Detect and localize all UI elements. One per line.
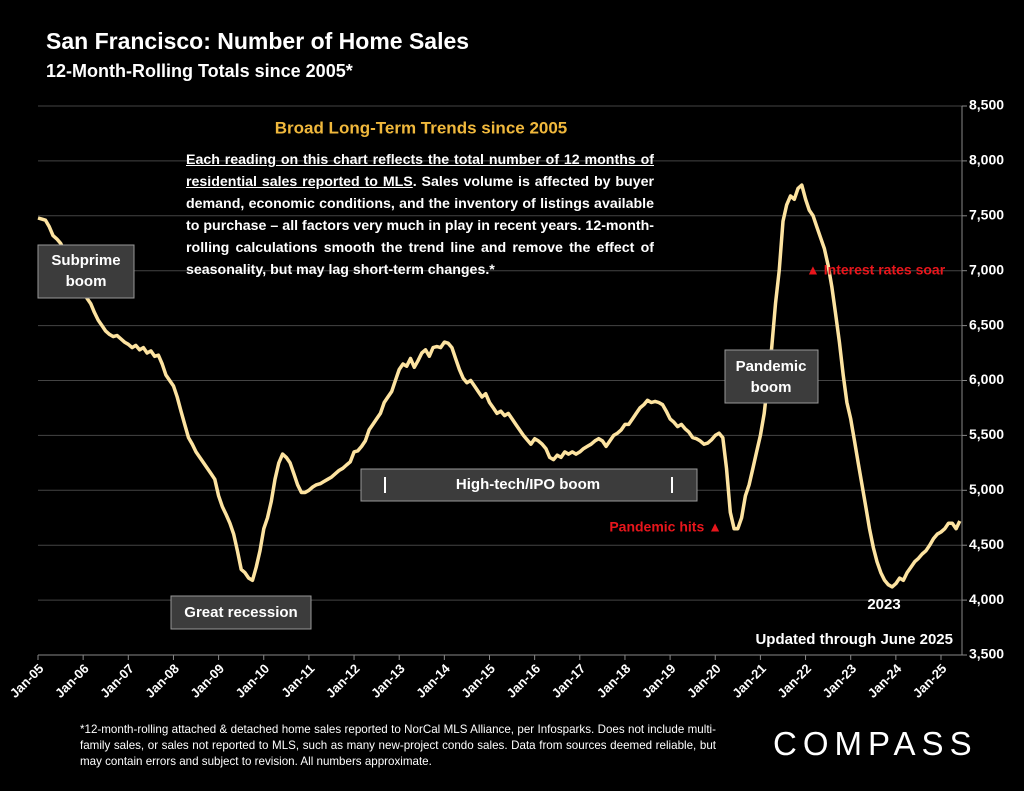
- y-tick-label: 6,500: [969, 316, 1004, 332]
- x-tick-label: Jan-24: [865, 660, 905, 700]
- annotation: Updated through June 2025: [755, 631, 953, 648]
- y-tick-label: 4,500: [969, 536, 1004, 552]
- x-tick-label: Jan-09: [187, 661, 227, 701]
- y-tick-label: 8,000: [969, 152, 1004, 168]
- x-tick-label: Jan-11: [278, 661, 317, 700]
- x-tick-label: Jan-25: [910, 661, 950, 701]
- x-tick-label: Jan-16: [503, 661, 543, 701]
- x-tick-label: Jan-08: [142, 661, 182, 701]
- y-tick-label: 4,000: [969, 591, 1004, 607]
- annotation-box: [37, 244, 135, 299]
- x-tick-label: Jan-20: [684, 661, 724, 701]
- x-tick-label: Jan-12: [323, 661, 363, 701]
- logo: COMPASS: [773, 725, 978, 762]
- annotation: Subprime: [51, 252, 120, 269]
- annotation-box: [724, 349, 819, 404]
- description-text: . Sales volume is affected by buyer dema…: [186, 174, 654, 278]
- x-tick-label: Jan-18: [594, 661, 634, 701]
- annotation: boom: [751, 379, 792, 396]
- annotation: boom: [66, 273, 107, 290]
- x-tick-label: Jan-23: [820, 661, 860, 701]
- chart-title: San Francisco: Number of Home Sales: [46, 28, 469, 54]
- y-tick-label: 8,500: [969, 97, 1004, 113]
- description-underlined: Each reading on this chart reflects the …: [186, 152, 654, 190]
- x-tick-label: Jan-19: [639, 661, 679, 701]
- x-tick-label: Jan-07: [97, 661, 137, 701]
- x-tick-label: Jan-17: [549, 661, 589, 701]
- annotation: ▲ Interest rates soar: [806, 262, 946, 278]
- y-tick-label: 3,500: [969, 646, 1004, 662]
- annotation-box: [360, 468, 698, 502]
- y-tick-label: 5,000: [969, 481, 1004, 497]
- x-tick-label: Jan-15: [458, 661, 498, 701]
- chart-subtitle: 12-Month-Rolling Totals since 2005*: [46, 61, 353, 81]
- y-tick-label: 7,000: [969, 261, 1004, 277]
- x-tick-label: Jan-06: [52, 661, 92, 701]
- description: Each reading on this chart reflects the …: [186, 149, 654, 281]
- x-tick-label: Jan-13: [368, 661, 408, 701]
- x-tick-label: Jan-21: [729, 661, 769, 701]
- annotation: 2023: [867, 596, 900, 613]
- annotation: Pandemic: [736, 358, 807, 375]
- annotation: High-tech/IPO boom: [456, 476, 600, 493]
- y-tick-label: 6,000: [969, 371, 1004, 387]
- y-tick-label: 5,500: [969, 426, 1004, 442]
- line: [37, 183, 962, 589]
- x-tick-label: Jan-14: [413, 660, 453, 700]
- annotation: Great recession: [184, 604, 297, 621]
- footnote: *12-month-rolling attached & detached ho…: [80, 723, 716, 768]
- box-title: Broad Long-Term Trends since 2005: [275, 118, 568, 137]
- annotation-box: [170, 595, 312, 630]
- x-tick-label: Jan-10: [233, 661, 273, 701]
- x-tick-label: Jan-22: [774, 661, 814, 701]
- y-tick-label: 7,500: [969, 207, 1004, 223]
- x-tick-label: Jan-05: [7, 661, 47, 701]
- annotation: Pandemic hits ▲: [609, 519, 722, 535]
